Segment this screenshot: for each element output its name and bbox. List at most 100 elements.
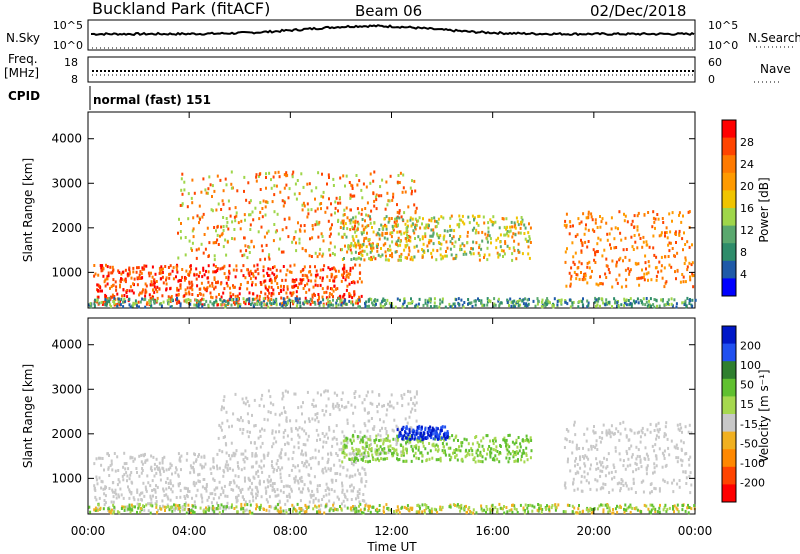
velocity-data-cell xyxy=(110,462,113,466)
power-data-cell xyxy=(431,255,433,259)
power-data-cell xyxy=(142,288,144,292)
power-data-cell xyxy=(241,254,244,258)
velocity-data-cell xyxy=(178,456,181,460)
power-data-cell xyxy=(295,241,297,245)
velocity-data-cell xyxy=(671,481,674,485)
velocity-data-cell xyxy=(201,485,204,489)
velocity-data-cell xyxy=(572,477,575,481)
velocity-data-cell xyxy=(189,471,192,475)
velocity-data-cell xyxy=(195,494,198,498)
power-colorbar-swatch xyxy=(722,278,736,297)
power-data-cell xyxy=(597,299,600,303)
velocity-data-cell xyxy=(322,440,325,444)
power-data-cell xyxy=(466,230,469,234)
power-data-cell xyxy=(181,172,184,176)
power-data-cell xyxy=(487,221,490,225)
power-data-cell xyxy=(453,229,456,233)
velocity-data-cell xyxy=(419,433,422,437)
power-data-cell xyxy=(235,298,238,301)
velocity-data-cell xyxy=(497,452,500,456)
velocity-data-cell xyxy=(516,445,519,449)
power-data-cell xyxy=(93,274,96,278)
power-data-cell xyxy=(268,291,271,295)
velocity-data-cell xyxy=(623,507,625,511)
power-data-cell xyxy=(94,298,96,302)
power-data-cell xyxy=(342,226,345,230)
power-data-cell xyxy=(513,221,516,225)
velocity-data-cell xyxy=(675,456,678,460)
velocity-data-cell xyxy=(287,442,290,446)
power-data-cell xyxy=(310,189,313,193)
velocity-data-cell xyxy=(353,459,356,463)
velocity-data-cell xyxy=(101,480,104,484)
power-data-cell xyxy=(285,183,288,187)
velocity-data-cell xyxy=(465,438,468,442)
power-data-cell xyxy=(331,287,333,291)
power-data-cell xyxy=(601,282,604,286)
power-data-cell xyxy=(334,269,337,273)
velocity-data-cell xyxy=(271,485,274,489)
velocity-data-cell xyxy=(374,448,377,452)
power-data-cell xyxy=(475,228,478,232)
power-data-cell xyxy=(426,303,429,307)
velocity-data-cell xyxy=(324,489,327,492)
velocity-data-cell xyxy=(656,428,659,432)
velocity-data-cell xyxy=(592,445,595,448)
velocity-data-cell xyxy=(401,396,404,400)
power-data-cell xyxy=(361,224,364,228)
nave-tick-bottom: 0 xyxy=(708,73,715,86)
power-data-cell xyxy=(472,240,475,244)
velocity-data-cell xyxy=(171,472,173,476)
velocity-data-cell xyxy=(335,424,338,428)
power-data-cell xyxy=(386,191,389,195)
power-data-cell xyxy=(141,276,144,280)
power-data-cell xyxy=(260,225,263,229)
power-data-cell xyxy=(483,221,486,225)
power-data-cell xyxy=(661,217,664,220)
power-data-cell xyxy=(196,301,198,305)
power-data-cell xyxy=(196,294,199,297)
power-data-cell xyxy=(321,279,324,283)
velocity-data-cell xyxy=(132,505,134,509)
power-data-cell xyxy=(319,268,322,272)
velocity-data-cell xyxy=(630,487,633,491)
power-data-cell xyxy=(668,212,671,216)
power-data-cell xyxy=(428,241,431,245)
power-data-cell xyxy=(275,184,278,188)
velocity-data-cell xyxy=(281,466,284,470)
power-data-cell xyxy=(328,279,331,282)
velocity-data-cell xyxy=(282,394,285,398)
power-data-cell xyxy=(407,224,409,228)
power-data-cell xyxy=(106,282,109,286)
power-data-cell xyxy=(102,274,105,278)
velocity-data-cell xyxy=(434,431,437,435)
velocity-data-cell xyxy=(315,428,318,432)
power-data-cell xyxy=(480,301,482,305)
power-data-cell xyxy=(226,240,229,244)
velocity-data-cell xyxy=(539,507,542,511)
power-data-cell xyxy=(259,301,262,305)
power-data-cell xyxy=(236,294,239,298)
velocity-data-cell xyxy=(260,466,263,470)
velocity-data-cell xyxy=(458,445,460,449)
power-data-cell xyxy=(336,287,339,291)
velocity-data-cell xyxy=(564,486,567,490)
power-data-cell xyxy=(219,267,222,271)
velocity-data-cell xyxy=(175,496,178,499)
velocity-data-cell xyxy=(402,453,405,457)
power-data-cell xyxy=(195,273,198,277)
velocity-data-cell xyxy=(529,456,532,460)
velocity-data-cell xyxy=(411,436,414,440)
velocity-data-cell xyxy=(231,468,234,472)
velocity-data-cell xyxy=(379,452,382,456)
power-data-cell xyxy=(288,270,291,274)
velocity-data-cell xyxy=(635,462,638,466)
velocity-data-cell xyxy=(266,453,269,457)
velocity-data-cell xyxy=(210,472,213,475)
power-data-cell xyxy=(207,264,210,268)
power-data-cell xyxy=(272,288,275,292)
power-data-cell xyxy=(594,221,597,225)
power-data-cell xyxy=(676,268,679,272)
velocity-data-cell xyxy=(436,437,439,441)
velocity-data-cell xyxy=(613,466,616,469)
